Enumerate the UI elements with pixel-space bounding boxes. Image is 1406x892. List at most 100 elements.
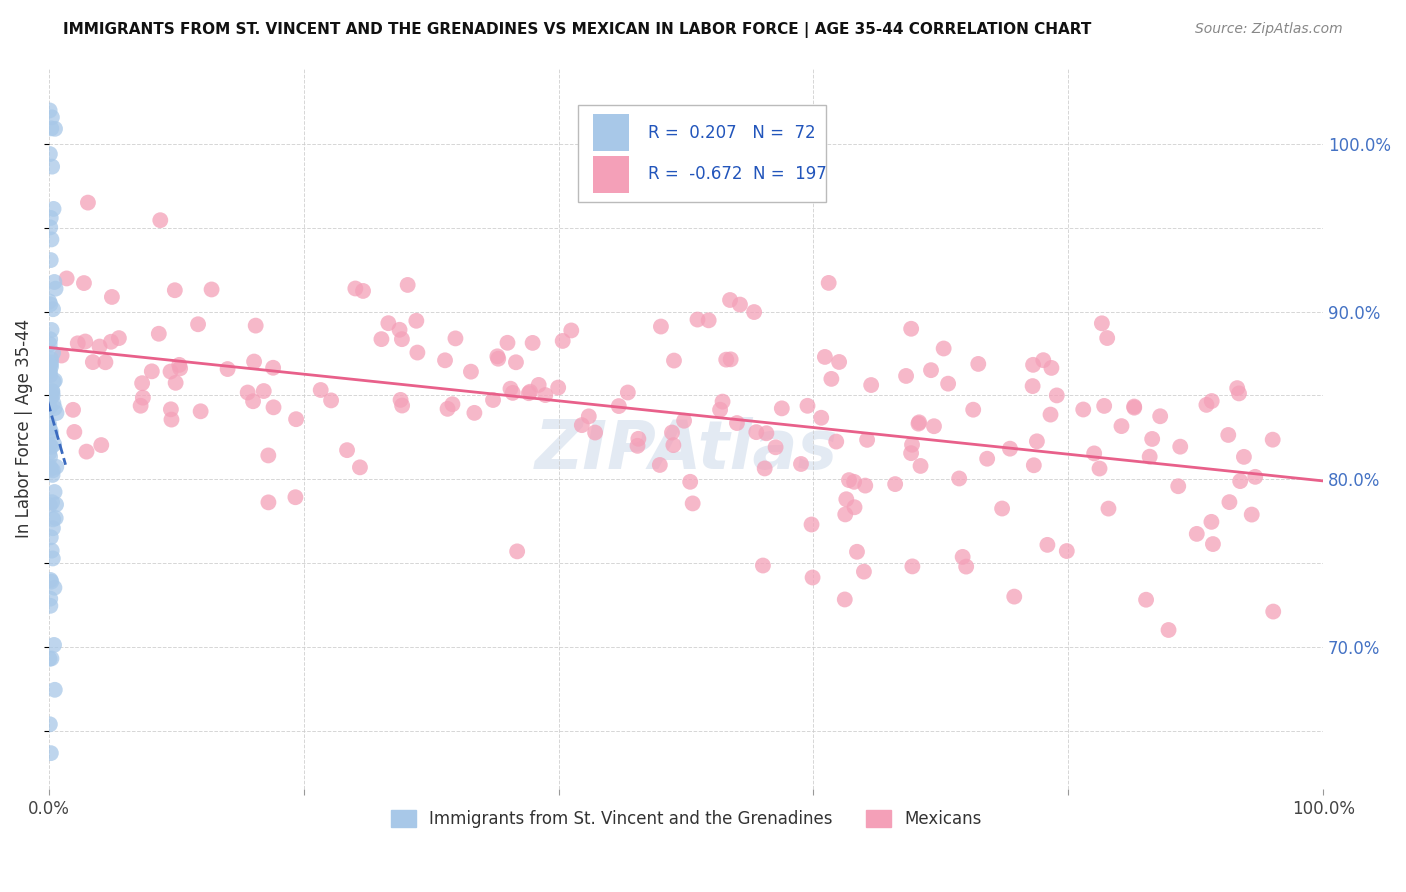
Point (39, 440, 62, 454)
Point (38, 364, 60, 378)
Point (51, 349, 73, 363)
Point (607, 399, 630, 413)
Point (44, 437, 66, 451)
Point (932, 342, 955, 356)
Point (720, 352, 742, 367)
Point (39, 332, 62, 346)
Point (522, 335, 544, 350)
Point (844, 500, 866, 515)
Point (108, 331, 131, 345)
FancyBboxPatch shape (593, 114, 628, 152)
Point (1040, 360, 1063, 375)
Text: Source: ZipAtlas.com: Source: ZipAtlas.com (1195, 22, 1343, 37)
Point (263, 401, 285, 415)
Point (662, 353, 685, 368)
Point (800, 517, 823, 532)
FancyBboxPatch shape (578, 104, 827, 202)
Point (309, 383, 332, 397)
Point (842, 475, 865, 489)
Point (190, 404, 212, 418)
Point (547, 380, 569, 394)
Point (160, 412, 183, 426)
Point (673, 414, 696, 428)
Point (45, 511, 67, 525)
Point (718, 293, 741, 307)
Point (838, 473, 860, 487)
Text: ZIPAtlas: ZIPAtlas (534, 417, 838, 483)
Point (1168, 440, 1191, 454)
Point (502, 385, 524, 400)
Point (505, 355, 527, 369)
Point (1123, 400, 1146, 414)
Point (39, 426, 62, 441)
Point (436, 401, 458, 416)
Point (1244, 470, 1267, 484)
Point (42, 521, 65, 535)
Point (662, 438, 685, 452)
Point (41, 389, 63, 403)
Point (38, 147, 60, 161)
Point (853, 478, 876, 492)
Point (187, 318, 209, 332)
Point (131, 376, 153, 391)
Point (755, 426, 778, 441)
Point (922, 419, 945, 434)
Point (1046, 388, 1069, 402)
Point (1218, 495, 1240, 509)
Point (583, 425, 606, 440)
Point (801, 570, 824, 584)
Point (742, 305, 765, 319)
Point (55, 271, 77, 285)
Point (262, 360, 284, 375)
Point (1201, 394, 1223, 409)
Point (1095, 331, 1118, 345)
Point (907, 417, 929, 431)
Point (482, 392, 505, 407)
Point (728, 297, 751, 311)
Point (1056, 544, 1078, 558)
Point (765, 440, 787, 454)
Point (1022, 358, 1045, 372)
Point (388, 323, 411, 337)
Point (160, 402, 183, 417)
Point (336, 443, 359, 458)
Point (920, 363, 942, 377)
Point (141, 364, 163, 378)
Point (686, 312, 709, 326)
Point (817, 276, 839, 290)
Point (1083, 446, 1105, 460)
Point (39, 121, 62, 136)
Point (39, 591, 62, 606)
Point (1135, 592, 1157, 607)
Point (42, 346, 65, 360)
Text: R =  0.207   N =  72: R = 0.207 N = 72 (648, 124, 815, 142)
Point (39, 220, 62, 235)
Point (44, 581, 66, 595)
Point (149, 213, 172, 227)
Point (41, 160, 63, 174)
Point (1201, 515, 1223, 529)
Point (1261, 433, 1284, 447)
Point (1039, 408, 1062, 422)
Point (38, 417, 60, 431)
Point (38, 364, 60, 378)
Y-axis label: In Labor Force | Age 35-44: In Labor Force | Age 35-44 (15, 319, 32, 539)
Point (1025, 434, 1047, 449)
Point (441, 397, 464, 411)
Point (344, 281, 367, 295)
Point (42, 638, 65, 652)
Point (41, 384, 63, 399)
Point (444, 331, 467, 345)
Point (44, 275, 66, 289)
Point (167, 358, 190, 372)
Point (39, 211, 62, 225)
Point (163, 283, 186, 297)
Point (1111, 419, 1133, 434)
Point (38, 337, 60, 351)
Point (44, 682, 66, 697)
Point (42, 512, 65, 526)
Point (165, 376, 187, 390)
Point (42, 302, 65, 317)
Point (38, 438, 60, 452)
FancyBboxPatch shape (593, 156, 628, 194)
